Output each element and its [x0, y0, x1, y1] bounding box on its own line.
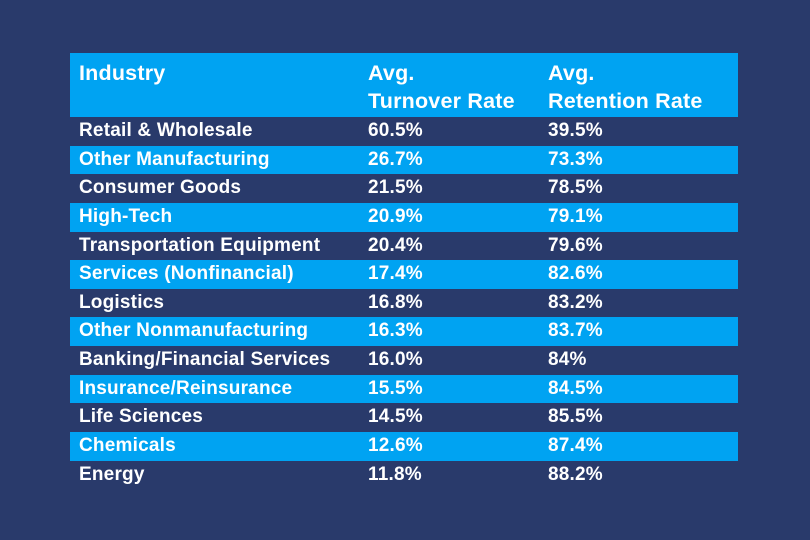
retention-cell: 83.2% — [548, 291, 603, 313]
industry-cell: Transportation Equipment — [79, 234, 321, 256]
turnover-cell: 17.4% — [368, 263, 423, 285]
retention-cell: 84.5% — [548, 377, 603, 399]
industry-cell: Consumer Goods — [79, 177, 242, 199]
table-row: Transportation Equipment 20.4% 79.6% — [70, 231, 738, 261]
table-row: Banking/Financial Services 16.0% 84% — [70, 346, 738, 375]
industry-cell: Energy — [79, 463, 145, 485]
table-row: Chemicals 12.6% 87.4% — [70, 432, 738, 461]
turnover-cell: 16.3% — [368, 320, 423, 342]
retention-cell: 79.6% — [548, 234, 603, 256]
industry-turnover-table: Industry Avg. Turnover Rate Avg. Retenti… — [70, 53, 738, 490]
turnover-cell: 60.5% — [368, 120, 423, 141]
industry-cell: High-Tech — [79, 205, 173, 227]
header-retention-line1: Avg. — [548, 61, 595, 85]
table-row: Other Nonmanufacturing 16.3% 83.7% — [70, 317, 738, 347]
table-row: Services (Nonfinancial) 17.4% 82.6% — [70, 260, 738, 289]
table-row: Retail & Wholesale 60.5% 39.5% — [70, 117, 738, 146]
header-industry: Industry — [70, 53, 359, 117]
header-turnover-line1: Avg. — [368, 61, 415, 85]
header-retention: Avg. Retention Rate — [539, 53, 738, 117]
turnover-cell: 14.5% — [368, 406, 423, 428]
turnover-cell: 20.4% — [368, 234, 423, 256]
industry-cell: Retail & Wholesale — [79, 120, 253, 141]
header-turnover-line2: Turnover Rate — [368, 89, 515, 113]
table-row: Insurance/Reinsurance 15.5% 84.5% — [70, 374, 738, 404]
table-row: Other Manufacturing 26.7% 73.3% — [70, 145, 738, 175]
industry-cell: Banking/Financial Services — [79, 349, 331, 371]
table-row: Logistics 16.8% 83.2% — [70, 288, 738, 318]
industry-cell: Insurance/Reinsurance — [79, 377, 293, 399]
retention-cell: 84% — [548, 349, 587, 371]
retention-cell: 88.2% — [548, 463, 603, 485]
retention-cell: 87.4% — [548, 435, 603, 457]
turnover-cell: 26.7% — [368, 148, 423, 170]
turnover-cell: 16.0% — [368, 349, 423, 371]
table-row: High-Tech 20.9% 79.1% — [70, 202, 738, 232]
table-row: Life Sciences 14.5% 85.5% — [70, 403, 738, 433]
table-row: Consumer Goods 21.5% 78.5% — [70, 174, 738, 203]
header-industry-line1: Industry — [79, 61, 166, 85]
industry-cell: Services (Nonfinancial) — [79, 263, 294, 285]
header-retention-line2: Retention Rate — [548, 89, 703, 113]
industry-cell: Life Sciences — [79, 406, 204, 428]
retention-cell: 82.6% — [548, 263, 603, 285]
turnover-cell: 21.5% — [368, 177, 423, 199]
turnover-cell: 15.5% — [368, 377, 423, 399]
retention-cell: 79.1% — [548, 205, 603, 227]
table-header-row: Industry Avg. Turnover Rate Avg. Retenti… — [70, 53, 738, 117]
industry-cell: Other Manufacturing — [79, 148, 270, 170]
retention-cell: 73.3% — [548, 148, 603, 170]
turnover-cell: 11.8% — [368, 463, 422, 485]
table-row: Energy 11.8% 88.2% — [70, 460, 738, 490]
retention-cell: 39.5% — [548, 120, 603, 141]
header-turnover: Avg. Turnover Rate — [359, 53, 539, 117]
retention-cell: 78.5% — [548, 177, 603, 199]
turnover-cell: 20.9% — [368, 205, 423, 227]
retention-cell: 83.7% — [548, 320, 603, 342]
industry-cell: Chemicals — [79, 435, 176, 457]
retention-cell: 85.5% — [548, 406, 603, 428]
industry-cell: Other Nonmanufacturing — [79, 320, 309, 342]
industry-cell: Logistics — [79, 291, 165, 313]
turnover-cell: 12.6% — [368, 435, 423, 457]
turnover-cell: 16.8% — [368, 291, 423, 313]
